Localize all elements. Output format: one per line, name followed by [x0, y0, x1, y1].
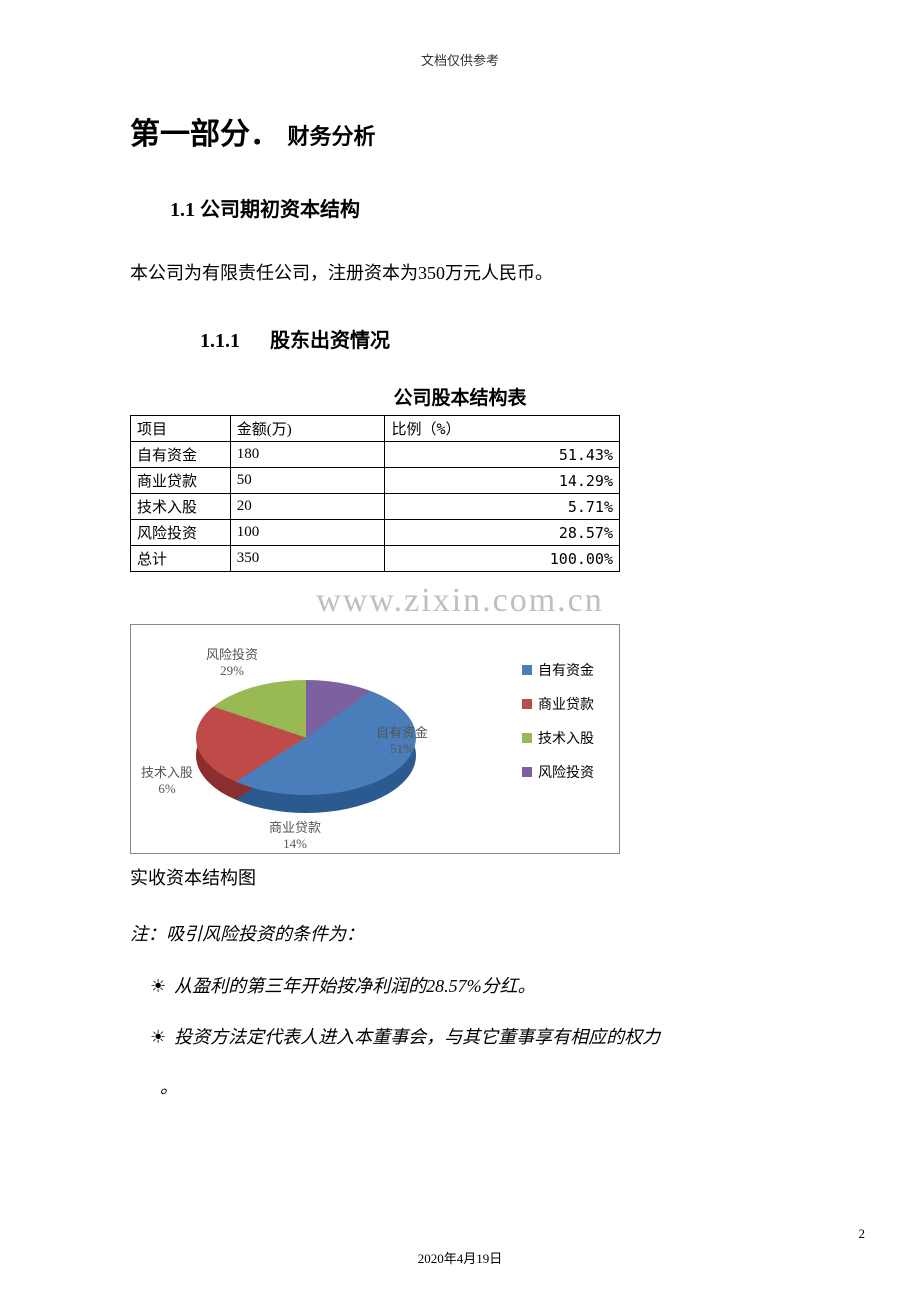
- legend-label: 自有资金: [538, 660, 594, 680]
- slice-label-2: 技术入股 6%: [141, 765, 193, 796]
- table-cell: 14.29%: [385, 468, 620, 494]
- table-cell: 350: [230, 546, 385, 572]
- table-cell: 180: [230, 442, 385, 468]
- table-cell: 100.00%: [385, 546, 620, 572]
- table-cell: 28.57%: [385, 520, 620, 546]
- legend-label: 商业贷款: [538, 694, 594, 714]
- subsubsection-title: 1.1.1 股东出资情况: [200, 324, 790, 353]
- legend-label: 风险投资: [538, 762, 594, 782]
- note-item: ☀投资方法定代表人进入本董事会，与其它董事享有相应的权力: [150, 1022, 790, 1053]
- chart-legend: 自有资金 商业贷款 技术入股 风险投资: [522, 660, 594, 796]
- pie-chart: 自有资金 51% 商业贷款 14% 技术入股 6% 风险投资 29% 自有资金 …: [130, 624, 620, 854]
- table-cell: 技术入股: [131, 494, 231, 520]
- table-cell: 5.71%: [385, 494, 620, 520]
- table-cell: 50: [230, 468, 385, 494]
- capital-structure-table: 项目 金额(万) 比例（%） 自有资金 180 51.43% 商业贷款 50 1…: [130, 415, 620, 572]
- chart-caption: 实收资本结构图: [130, 864, 790, 890]
- table-cell: 20: [230, 494, 385, 520]
- legend-item: 技术入股: [522, 728, 594, 748]
- legend-label: 技术入股: [538, 728, 594, 748]
- table-header-cell: 项目: [131, 416, 231, 442]
- subsubsection-label: 股东出资情况: [270, 330, 390, 352]
- table-row: 风险投资 100 28.57%: [131, 520, 620, 546]
- table-cell: 51.43%: [385, 442, 620, 468]
- table-cell: 风险投资: [131, 520, 231, 546]
- table-header-row: 项目 金额(万) 比例（%）: [131, 416, 620, 442]
- table-header-cell: 金额(万): [230, 416, 385, 442]
- table-row: 总计 350 100.00%: [131, 546, 620, 572]
- table-cell: 总计: [131, 546, 231, 572]
- page-number: 2: [859, 1226, 866, 1242]
- table-title: 公司股本结构表: [130, 383, 790, 410]
- section-title-sub: 财务分析: [288, 124, 376, 149]
- intro-paragraph: 本公司为有限责任公司，注册资本为350万元人民币。: [130, 257, 790, 289]
- table-header-cell: 比例（%）: [385, 416, 620, 442]
- section-title: 第一部分． 财务分析: [130, 109, 790, 153]
- legend-item: 自有资金: [522, 660, 594, 680]
- table-cell: 自有资金: [131, 442, 231, 468]
- header-note: 文档仅供参考: [130, 50, 790, 69]
- table-cell: 100: [230, 520, 385, 546]
- notes-heading: 注：吸引风险投资的条件为：: [130, 920, 790, 946]
- subsection-title: 1.1 公司期初资本结构: [170, 193, 790, 222]
- slice-label-3: 风险投资 29%: [206, 647, 258, 678]
- bullet-icon: ☀: [150, 1027, 166, 1047]
- footer-date: 2020年4月19日: [0, 1248, 920, 1267]
- table-row: 技术入股 20 5.71%: [131, 494, 620, 520]
- legend-swatch: [522, 699, 532, 709]
- legend-item: 风险投资: [522, 762, 594, 782]
- table-cell: 商业贷款: [131, 468, 231, 494]
- table-row: 商业贷款 50 14.29%: [131, 468, 620, 494]
- legend-swatch: [522, 733, 532, 743]
- bullet-icon: ☀: [150, 976, 166, 996]
- note-item: ☀从盈利的第三年开始按净利润的28.57%分红。: [150, 971, 790, 1002]
- subsubsection-number: 1.1.1: [200, 330, 240, 352]
- slice-label-0: 自有资金 51%: [376, 725, 428, 756]
- watermark-text: www.zixin.com.cn: [130, 582, 790, 620]
- note-tail: 。: [160, 1073, 790, 1099]
- legend-item: 商业贷款: [522, 694, 594, 714]
- legend-swatch: [522, 665, 532, 675]
- section-title-main: 第一部分．: [130, 118, 280, 151]
- legend-swatch: [522, 767, 532, 777]
- slice-label-1: 商业贷款 14%: [269, 820, 321, 851]
- table-row: 自有资金 180 51.43%: [131, 442, 620, 468]
